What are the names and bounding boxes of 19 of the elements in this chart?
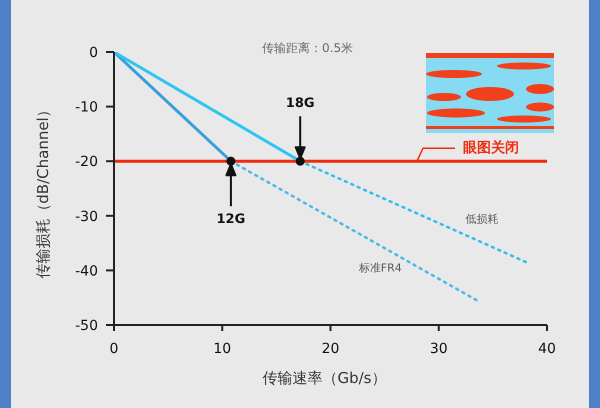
x-tick-label: 0 bbox=[110, 340, 118, 357]
series-label: 低损耗 bbox=[466, 212, 499, 225]
y-tick-label: -20 bbox=[75, 154, 98, 170]
x-axis-title: 传输速率（Gb/s） bbox=[262, 369, 387, 387]
y-tick-label: -10 bbox=[75, 100, 98, 116]
y-tick-label: 0 bbox=[89, 44, 98, 61]
x-tick-label: 30 bbox=[430, 340, 448, 357]
annotation: 传输距离：0.5米 bbox=[262, 40, 354, 57]
x-tick-label: 10 bbox=[213, 340, 232, 357]
y-axis-title: 传输损耗（dB/Channel） bbox=[34, 102, 52, 279]
annotation: 18G bbox=[286, 96, 315, 111]
x-tick-label: 20 bbox=[322, 340, 340, 357]
y-tick-label: -50 bbox=[75, 318, 98, 334]
annotation: 12G bbox=[216, 212, 246, 227]
legend-label: 眼图关闭 bbox=[463, 139, 519, 156]
series-label: 标准FR4 bbox=[358, 261, 402, 274]
x-tick-label: 40 bbox=[538, 340, 556, 357]
y-tick-label: -30 bbox=[75, 208, 98, 225]
y-tick-label: -40 bbox=[75, 263, 98, 280]
